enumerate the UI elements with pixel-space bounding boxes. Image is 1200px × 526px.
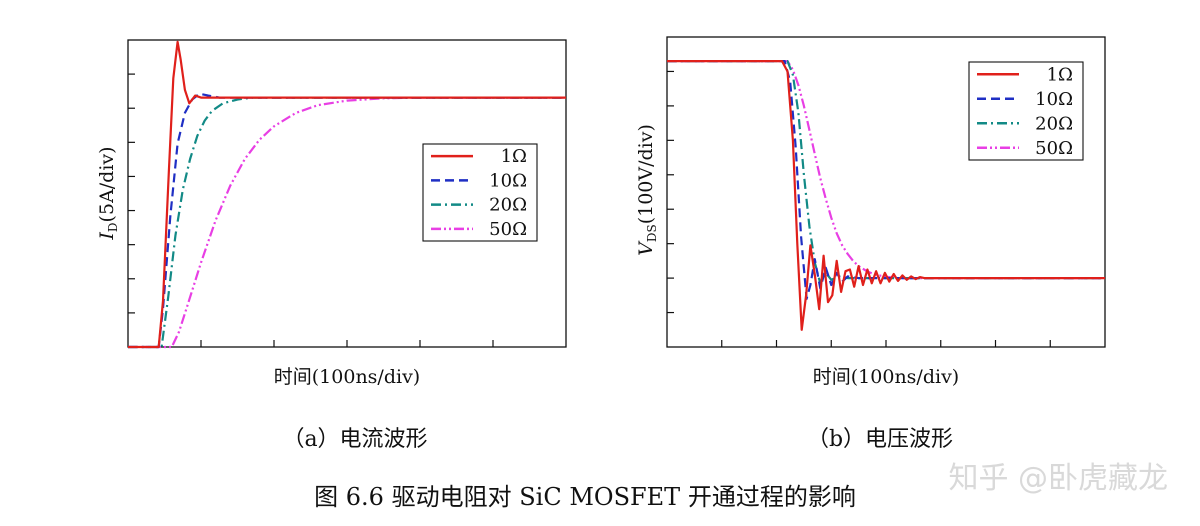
legend-label-10ohm: 10Ω [489,170,527,191]
legend-box [968,61,1084,161]
panel-a-legend: 1Ω 10Ω 20Ω 50Ω [422,143,538,242]
series-line-50ohm [128,96,566,349]
panel-a-ticks [128,73,494,347]
panel-a-ylabel-main: I [96,232,118,241]
legend-label-1ohm: 1Ω [1047,64,1073,85]
panel-a-ylabel-rest: (5A/div) [96,146,118,222]
legend-label-20ohm: 20Ω [1035,113,1073,134]
panel-a-subcaption: （a）电流波形 [282,427,427,452]
panel-b-ylabel: VDS(100V/div) [635,124,659,256]
series-line-20ohm [128,96,566,349]
panel-b-ylabel-main: V [635,240,657,256]
legend-label-20ohm: 20Ω [489,195,527,216]
panel-b-ylabel-rest: (100V/div) [635,124,657,224]
panel-a-ylabel: ID(5A/div) [96,146,120,240]
series-line-1ohm [128,40,566,349]
legend-label-10ohm: 10Ω [1035,89,1073,110]
panel-b-ticks [667,70,1051,347]
figure-caption: 图 6.6 驱动电阻对 SiC MOSFET 开通过程的影响 [314,483,856,511]
panel-b-subcaption: （b）电压波形 [807,427,953,452]
legend-label-1ohm: 1Ω [501,146,527,167]
panel-a-xlabel: 时间(100ns/div) [274,366,420,388]
panel-a-series [128,40,566,349]
watermark: 知乎 @卧虎藏龙 [948,461,1168,496]
panel-b-legend: 1Ω 10Ω 20Ω 50Ω [968,61,1084,161]
panel-b-ylabel-sub: DS [645,224,659,242]
legend-label-50ohm: 50Ω [489,219,527,240]
legend-box [422,143,538,242]
panel-a-ylabel-sub: D [106,222,120,232]
panel-b-xlabel: 时间(100ns/div) [813,366,959,388]
legend-label-50ohm: 50Ω [1035,138,1073,159]
panel-a: 1Ω 10Ω 20Ω 50Ω 时间(100ns/div) ID(5A/div) （a）… [96,39,567,452]
series-line-1ohm [667,60,1105,331]
panel-b-series [667,60,1105,331]
